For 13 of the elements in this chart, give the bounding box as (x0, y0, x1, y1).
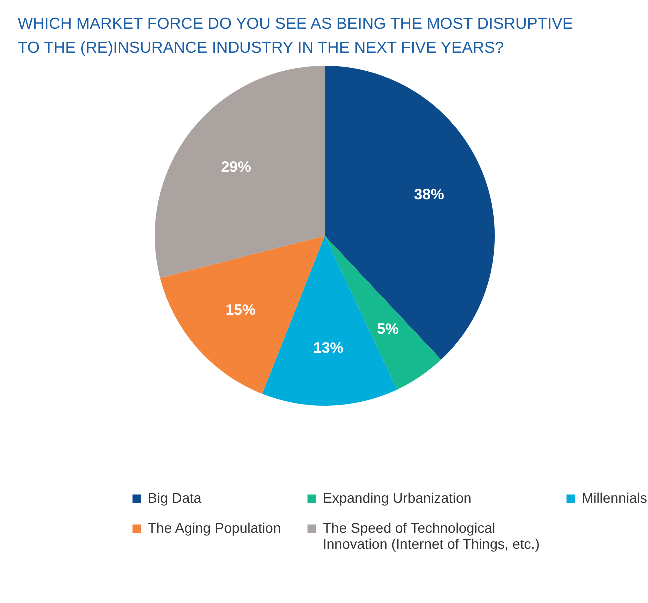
pie-slice (262, 236, 398, 406)
data-label: 38% (414, 186, 444, 204)
legend-label: Big Data (148, 490, 202, 506)
legend-label: Millennials (582, 490, 648, 506)
legend-label: Expanding Urbanization (323, 490, 472, 506)
data-label: 29% (221, 159, 252, 176)
pie-slice (155, 66, 325, 278)
chart-title: WHICH MARKET FORCE DO YOU SEE AS BEING THE MOST DISRUPTIVE TO THE (RE)INSURANCE INDUSTRY IN THE NEXT FIVE YEARS? (18, 16, 574, 57)
legend-label: The Speed of Technological Innovation (Internet of Things, etc.) (323, 520, 540, 552)
data-label: 13% (314, 340, 344, 358)
data-label: 15% (226, 302, 256, 320)
legend-label: The Aging Population (148, 520, 282, 536)
data-label: 5% (377, 320, 399, 338)
